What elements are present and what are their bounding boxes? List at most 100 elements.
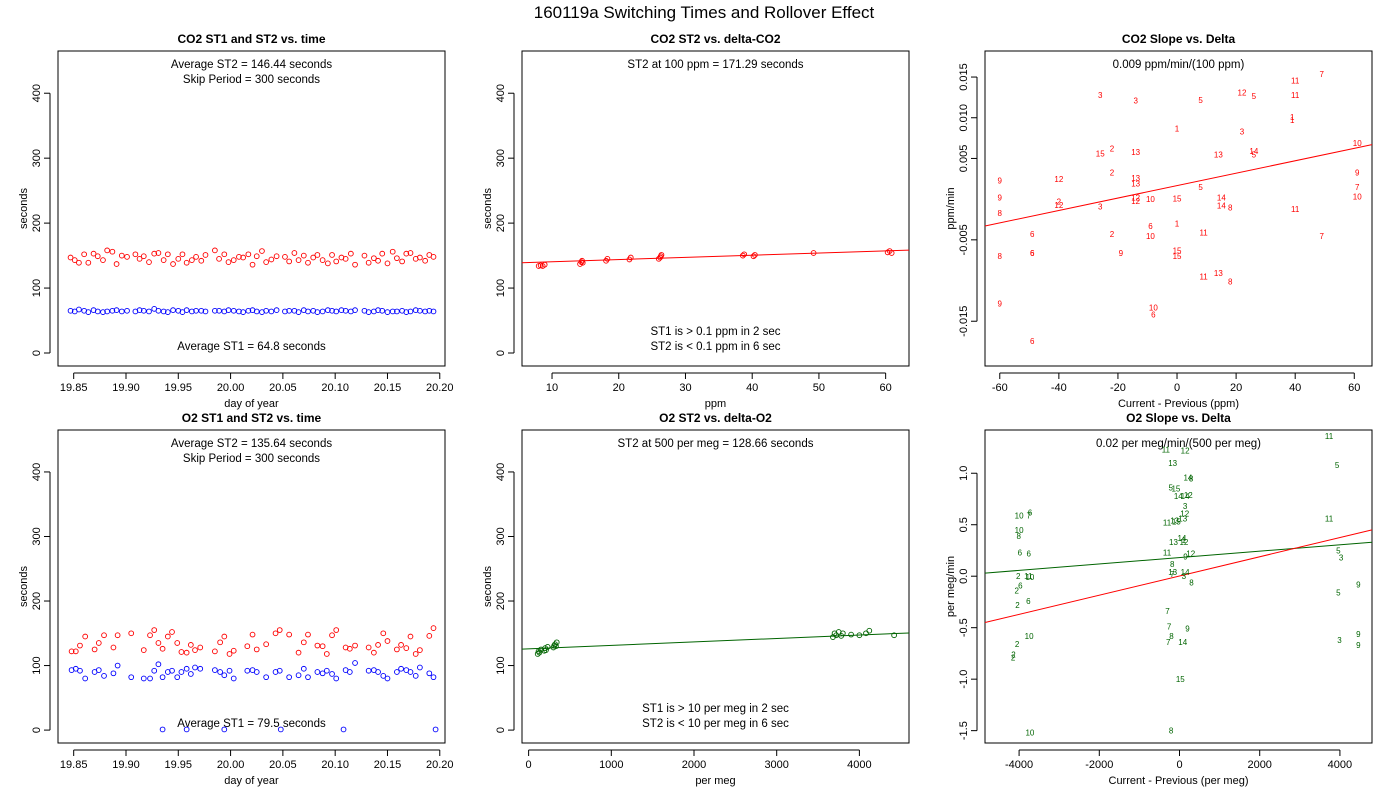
co2_slope-point-label: 9 — [998, 194, 1003, 203]
o2_time-point — [174, 674, 181, 681]
co2_time-point — [430, 254, 437, 260]
co2_delta-point — [579, 259, 586, 266]
o2_slope-point-label: 13 — [1168, 568, 1177, 577]
o2_time-point — [183, 649, 190, 656]
co2_time-point — [352, 261, 358, 268]
co2_slope-x-tick-label: 60 — [1348, 382, 1360, 394]
co2_time-point — [314, 252, 321, 258]
o2_time-point — [244, 667, 251, 674]
co2_time-point — [151, 250, 158, 257]
co2_delta-y-tick-label: 400 — [495, 84, 507, 102]
o2_delta-point — [544, 643, 551, 650]
o2_time-y-tick-label: 100 — [31, 656, 43, 674]
o2_slope-point-label: 14 — [1178, 638, 1187, 647]
o2_time-point — [187, 642, 194, 648]
o2_slope-point-label: 5 — [1335, 461, 1340, 470]
o2_time-point — [164, 633, 171, 640]
co2_time-point — [160, 257, 167, 263]
o2_slope-point-label: 8 — [1169, 632, 1174, 641]
o2_time-point — [323, 651, 330, 657]
co2_time-point — [100, 309, 106, 315]
o2_time-point — [183, 726, 190, 733]
o2_time-point — [272, 630, 279, 637]
o2_time-x-tick-label: 19.95 — [165, 759, 193, 771]
co2_time-y-tick-label: 300 — [31, 149, 43, 167]
co2_slope-point-label: 9 — [1355, 168, 1360, 177]
co2_slope-point-label: 5 — [1198, 96, 1203, 105]
co2_slope-chart-title: CO2 Slope vs. Delta — [1122, 32, 1236, 46]
co2_delta-fit-line — [521, 249, 910, 264]
o2_slope-plot-frame — [984, 429, 1373, 744]
o2_time-point — [192, 647, 198, 653]
o2_time-point — [314, 642, 321, 649]
co2_slope-point-label: 6 — [1030, 249, 1035, 258]
o2_delta-x-tick-label: 3000 — [764, 759, 788, 771]
o2_time-point — [77, 667, 83, 674]
co2_time-point — [399, 258, 405, 265]
o2_slope-point-label: 6 — [1028, 508, 1033, 517]
o2_time-point — [352, 642, 358, 649]
co2_time-point — [245, 251, 252, 258]
co2_time-point — [342, 307, 349, 314]
o2_time-x-tick-label: 19.85 — [60, 759, 88, 771]
co2_time-point — [389, 308, 396, 315]
co2_slope-point-label: 11 — [1199, 272, 1208, 281]
co2_time-point — [295, 309, 302, 315]
o2_slope-point-label: 14 — [1174, 492, 1183, 501]
co2_slope-point-label: 11 — [1199, 229, 1208, 238]
co2_time-y-tick-label: 0 — [31, 350, 43, 356]
co2_time-plot-frame — [57, 50, 446, 367]
figure-title: 160119a Switching Times and Rollover Eff… — [534, 3, 875, 22]
o2_delta-annotation: ST1 is > 10 per meg in 2 sec — [642, 703, 789, 715]
o2_time-point — [375, 669, 381, 675]
o2_slope-point-label: 13 — [1170, 517, 1179, 526]
co2_slope-point-label: 8 — [998, 209, 1003, 218]
co2_time-x-tick-label: 20.20 — [426, 382, 454, 394]
o2_slope-point-label: 15 — [1171, 485, 1180, 494]
o2_time-point — [394, 669, 400, 675]
co2_slope-x-tick-label: -20 — [1110, 382, 1126, 394]
co2_time-point — [338, 307, 345, 313]
co2_slope-point-label: 3 — [1240, 128, 1245, 137]
o2_time-point — [183, 665, 190, 672]
o2_slope-point-label: 6 — [1026, 550, 1031, 559]
o2_time-point — [155, 640, 162, 646]
o2_time-point — [417, 664, 423, 671]
co2_slope-x-tick-label: 20 — [1230, 382, 1242, 394]
o2_time-point — [249, 631, 256, 638]
co2_time-point — [76, 259, 82, 266]
co2_time-point — [236, 308, 242, 315]
o2_time-point — [375, 642, 381, 648]
o2_time-point — [91, 646, 98, 653]
o2_time-point — [412, 651, 419, 657]
co2_time-point — [170, 261, 176, 267]
co2_delta-y-axis-label: seconds — [482, 188, 494, 229]
o2_time-point — [333, 627, 340, 633]
o2_time-point — [169, 629, 175, 635]
co2_time-x-tick-label: 20.00 — [217, 382, 245, 394]
co2_slope-point-label: 7 — [1320, 232, 1325, 241]
o2_slope-point-label: 12 — [1181, 447, 1190, 456]
o2_slope-point-label: 15 — [1176, 675, 1185, 684]
o2_delta-point — [866, 627, 873, 634]
co2_time-point — [202, 252, 209, 258]
co2_time-point — [329, 307, 335, 314]
o2_slope-point-label: 3 — [1339, 554, 1344, 563]
co2_time-point — [175, 255, 182, 262]
co2_time-point — [183, 307, 190, 313]
o2_time-point — [159, 645, 166, 652]
co2_delta-point — [750, 253, 757, 260]
co2_delta-x-tick-label: 50 — [813, 382, 825, 394]
co2_delta-point — [604, 255, 611, 262]
co2_time-point — [407, 250, 414, 256]
co2_delta-plot-frame — [521, 50, 910, 367]
co2_delta-x-tick-label: 30 — [679, 382, 691, 394]
o2_slope-point-label: 11 — [1163, 519, 1172, 528]
co2_delta-point — [541, 261, 548, 268]
o2_time-point — [380, 673, 387, 679]
co2_time-point — [240, 254, 246, 261]
co2_delta-x-tick-label: 40 — [746, 382, 758, 394]
o2_delta-chart-title: O2 ST2 vs. delta-O2 — [659, 411, 772, 425]
o2_slope-point-label: 11 — [1024, 572, 1033, 581]
co2_slope-point-label: 5 — [1198, 183, 1203, 192]
